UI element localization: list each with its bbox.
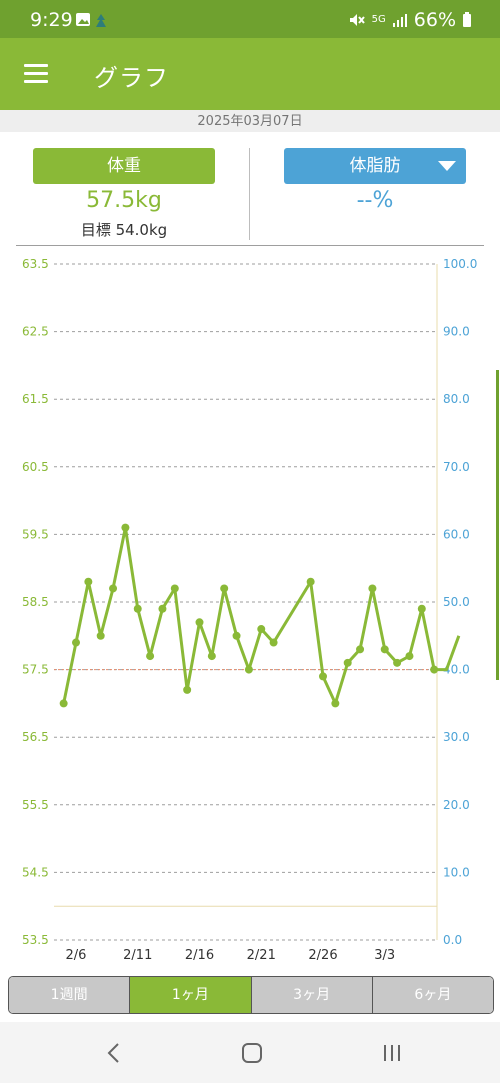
app-bar: グラフ	[0, 38, 500, 110]
home-icon[interactable]	[241, 1043, 263, 1063]
y-tick-label-right: 70.0	[443, 460, 470, 474]
divider	[16, 245, 484, 246]
weight-chart[interactable]: 63.5 100.0 62.5 90.0 61.5 80.0 60.5 70.0 59.5 60.…	[0, 250, 500, 970]
data-point	[331, 699, 340, 708]
y-tick-label-right: 10.0	[443, 865, 470, 879]
y-tick-label-right: 60.0	[443, 527, 470, 541]
status-right: 5G 66%	[348, 9, 472, 31]
data-point	[405, 652, 414, 661]
data-point	[417, 604, 426, 613]
y-tick-label-right: 40.0	[443, 663, 470, 677]
goal-weight: 目標 54.0kg	[80, 221, 168, 239]
x-tick-label: 2/11	[123, 948, 152, 963]
data-point	[232, 631, 241, 640]
data-point	[393, 658, 402, 667]
x-tick-label: 2/6	[66, 948, 87, 963]
data-point	[269, 638, 278, 647]
status-bar: 9:29 5G 66%	[0, 0, 500, 38]
x-tick-label: 2/21	[247, 948, 276, 963]
body-fat-value: --%	[356, 188, 394, 213]
x-tick-label: 2/26	[308, 948, 337, 963]
y-tick-label-left: 62.5	[22, 325, 49, 339]
data-point	[183, 685, 192, 694]
y-tick-label-right: 100.0	[443, 257, 477, 271]
weight-button[interactable]: 体重	[33, 148, 215, 184]
status-time: 9:29	[30, 9, 73, 31]
tab-6-months[interactable]: 6ヶ月	[372, 977, 493, 1013]
tab-3-months[interactable]: 3ヶ月	[251, 977, 373, 1013]
network-type: 5G	[371, 14, 386, 25]
date-label: 2025年03月07日	[0, 110, 500, 132]
data-point	[96, 631, 105, 640]
page-title: グラフ	[94, 64, 169, 92]
y-tick-label-left: 60.5	[22, 460, 49, 474]
y-tick-label-left: 54.5	[22, 865, 49, 879]
data-point	[170, 584, 179, 593]
battery-percent: 66%	[413, 9, 456, 31]
data-point	[84, 577, 93, 586]
battery-icon	[463, 12, 471, 27]
data-point	[319, 672, 327, 681]
data-point	[195, 618, 204, 627]
y-tick-label-left: 57.5	[22, 663, 49, 677]
data-point	[306, 577, 315, 586]
data-point	[133, 604, 142, 613]
y-tick-label-left: 59.5	[22, 527, 49, 541]
data-point	[343, 658, 352, 667]
menu-icon[interactable]	[24, 64, 48, 83]
y-tick-label-right: 0.0	[443, 933, 462, 947]
weight-value: 57.5kg	[86, 188, 162, 213]
data-point	[244, 665, 253, 674]
y-tick-label-left: 53.5	[22, 933, 49, 947]
tab-1-month[interactable]: 1ヶ月	[130, 977, 252, 1013]
signal-icon	[392, 14, 407, 27]
y-tick-label-left: 56.5	[22, 730, 49, 744]
recent-apps-icon[interactable]	[382, 1044, 402, 1062]
x-tick-label: 2/16	[185, 948, 214, 963]
data-point	[220, 584, 229, 593]
data-point	[368, 584, 377, 593]
y-tick-label-right: 30.0	[443, 730, 470, 744]
data-point	[158, 604, 167, 613]
notification-icons	[75, 12, 109, 32]
tree-icon	[96, 14, 106, 27]
y-tick-label-right: 80.0	[443, 392, 470, 406]
data-point	[121, 523, 130, 532]
data-point	[59, 699, 68, 708]
x-tick-label: 3/3	[374, 948, 395, 963]
body-fat-label: 体脂肪	[349, 156, 401, 176]
gallery-icon	[76, 13, 90, 26]
y-tick-label-right: 50.0	[443, 595, 470, 609]
data-point	[380, 645, 389, 654]
data-point	[430, 665, 439, 674]
data-point	[257, 625, 266, 634]
y-tick-label-left: 55.5	[22, 798, 49, 812]
period-tabs: 1週間 1ヶ月 3ヶ月 6ヶ月	[8, 976, 494, 1014]
divider	[249, 148, 250, 240]
body-fat-dropdown[interactable]: 体脂肪	[284, 148, 466, 184]
data-point	[207, 652, 216, 661]
mute-icon	[349, 14, 365, 26]
tab-1-week[interactable]: 1週間	[9, 977, 131, 1013]
y-tick-label-left: 61.5	[22, 392, 49, 406]
y-tick-label-right: 90.0	[443, 325, 470, 339]
data-point	[356, 645, 365, 654]
system-nav-bar	[0, 1022, 500, 1083]
y-tick-label-right: 20.0	[443, 798, 470, 812]
data-point	[109, 584, 118, 593]
data-point	[146, 652, 155, 661]
back-icon[interactable]	[104, 1042, 124, 1064]
weight-series-line	[62, 526, 461, 705]
dropdown-arrow-icon	[438, 161, 456, 171]
y-tick-label-left: 63.5	[22, 257, 49, 271]
data-point	[72, 638, 80, 647]
y-tick-label-left: 58.5	[22, 595, 49, 609]
scroll-indicator[interactable]	[496, 370, 499, 680]
